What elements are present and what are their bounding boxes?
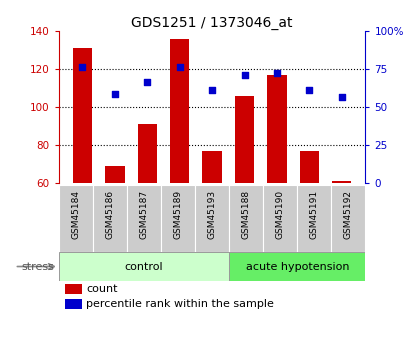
Bar bbox=[138, 124, 157, 183]
Point bbox=[79, 64, 86, 70]
Text: GSM45186: GSM45186 bbox=[105, 190, 114, 239]
Title: GDS1251 / 1373046_at: GDS1251 / 1373046_at bbox=[131, 16, 293, 30]
Text: stress: stress bbox=[22, 262, 55, 272]
Bar bbox=[93, 185, 127, 252]
Point bbox=[176, 64, 183, 70]
Bar bbox=[161, 185, 195, 252]
Bar bbox=[267, 75, 286, 183]
Text: GSM45193: GSM45193 bbox=[207, 190, 217, 239]
Bar bbox=[59, 252, 229, 281]
Text: GSM45191: GSM45191 bbox=[310, 190, 319, 239]
Bar bbox=[331, 185, 365, 252]
Text: GSM45187: GSM45187 bbox=[139, 190, 148, 239]
Text: GSM45188: GSM45188 bbox=[241, 190, 251, 239]
Bar bbox=[127, 185, 161, 252]
Bar bbox=[229, 185, 263, 252]
Bar bbox=[235, 96, 254, 183]
Point bbox=[209, 87, 215, 92]
Text: GSM45189: GSM45189 bbox=[173, 190, 183, 239]
Bar bbox=[299, 151, 319, 183]
Point bbox=[339, 95, 345, 100]
Text: control: control bbox=[125, 262, 163, 272]
Bar bbox=[332, 181, 352, 183]
Bar bbox=[202, 151, 222, 183]
Bar bbox=[297, 185, 331, 252]
Point bbox=[241, 72, 248, 78]
Bar bbox=[105, 166, 125, 183]
Bar bbox=[263, 185, 297, 252]
Text: acute hypotension: acute hypotension bbox=[246, 262, 349, 272]
Bar bbox=[73, 48, 92, 183]
Bar bbox=[195, 185, 229, 252]
Point bbox=[144, 80, 151, 85]
Bar bbox=[229, 252, 365, 281]
Bar bbox=[170, 39, 189, 183]
Text: count: count bbox=[87, 284, 118, 294]
Bar bbox=[65, 299, 82, 309]
Point bbox=[306, 87, 313, 92]
Point bbox=[111, 91, 118, 97]
Text: GSM45192: GSM45192 bbox=[344, 190, 353, 239]
Text: percentile rank within the sample: percentile rank within the sample bbox=[87, 299, 274, 309]
Text: GSM45190: GSM45190 bbox=[276, 190, 285, 239]
Text: GSM45184: GSM45184 bbox=[71, 190, 80, 239]
Bar bbox=[59, 185, 93, 252]
Point bbox=[273, 70, 280, 76]
Bar bbox=[65, 284, 82, 294]
